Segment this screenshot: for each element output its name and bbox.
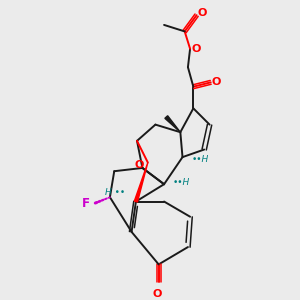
Text: O: O bbox=[197, 8, 207, 18]
Text: O: O bbox=[153, 289, 162, 299]
Text: H ••: H •• bbox=[105, 188, 125, 197]
Text: ••H: ••H bbox=[173, 178, 190, 187]
Polygon shape bbox=[134, 163, 148, 202]
Polygon shape bbox=[165, 116, 180, 132]
Text: O: O bbox=[192, 44, 201, 54]
Text: ••H: ••H bbox=[191, 155, 208, 164]
Text: O: O bbox=[134, 160, 144, 170]
Text: F: F bbox=[82, 197, 90, 210]
Text: O: O bbox=[212, 77, 221, 87]
